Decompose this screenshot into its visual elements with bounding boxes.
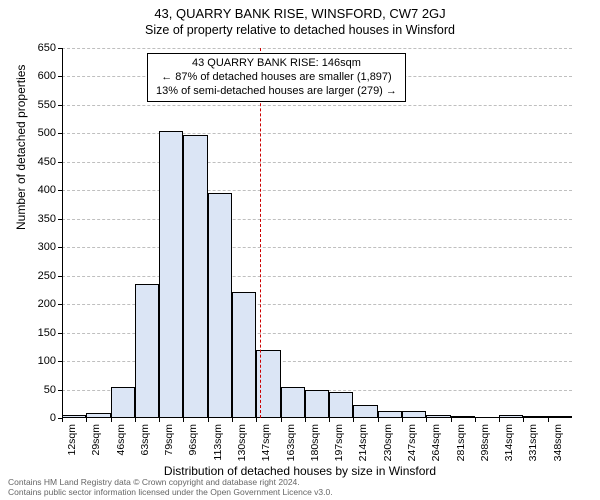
x-tick-mark xyxy=(402,418,403,422)
x-tick-mark xyxy=(353,418,354,422)
footer-attribution: Contains HM Land Registry data © Crown c… xyxy=(8,478,333,498)
x-tick-label: 314sqm xyxy=(503,424,515,461)
y-tick-label: 150 xyxy=(38,327,56,339)
histogram-bar xyxy=(208,193,232,418)
x-tick-label: 46sqm xyxy=(115,424,127,456)
x-tick-label: 247sqm xyxy=(406,424,418,461)
x-axis-label: Distribution of detached houses by size … xyxy=(0,464,600,478)
x-tick-mark xyxy=(378,418,379,422)
x-tick-label: 147sqm xyxy=(260,424,272,461)
annotation-line-3: 13% of semi-detached houses are larger (… xyxy=(156,85,397,99)
x-tick-label: 281sqm xyxy=(455,424,467,461)
y-tick-label: 450 xyxy=(38,156,56,168)
x-tick-label: 230sqm xyxy=(382,424,394,461)
x-tick-label: 264sqm xyxy=(430,424,442,461)
y-tick-label: 0 xyxy=(50,412,56,424)
y-tick-mark xyxy=(58,219,62,220)
y-tick-mark xyxy=(58,247,62,248)
x-tick-label: 63sqm xyxy=(139,424,151,456)
y-tick-mark xyxy=(58,162,62,163)
x-tick-label: 130sqm xyxy=(236,424,248,461)
x-tick-mark xyxy=(451,418,452,422)
y-tick-label: 50 xyxy=(44,384,56,396)
y-tick-label: 350 xyxy=(38,213,56,225)
annotation-line-2: ← 87% of detached houses are smaller (1,… xyxy=(156,71,397,85)
histogram-bar xyxy=(135,284,159,418)
x-tick-label: 331sqm xyxy=(527,424,539,461)
x-tick-mark xyxy=(329,418,330,422)
histogram-bar xyxy=(159,131,183,418)
x-tick-label: 180sqm xyxy=(309,424,321,461)
x-tick-mark xyxy=(475,418,476,422)
y-tick-label: 250 xyxy=(38,270,56,282)
y-tick-mark xyxy=(58,48,62,49)
x-tick-mark xyxy=(548,418,549,422)
x-tick-mark xyxy=(232,418,233,422)
x-tick-label: 197sqm xyxy=(333,424,345,461)
annotation-line-1: 43 QUARRY BANK RISE: 146sqm xyxy=(156,57,397,71)
histogram-bar xyxy=(305,390,329,418)
x-tick-mark xyxy=(86,418,87,422)
x-tick-mark xyxy=(426,418,427,422)
x-tick-label: 214sqm xyxy=(357,424,369,461)
y-tick-mark xyxy=(58,76,62,77)
chart-subtitle: Size of property relative to detached ho… xyxy=(0,21,600,37)
x-tick-label: 298sqm xyxy=(479,424,491,461)
x-tick-mark xyxy=(256,418,257,422)
y-axis-line xyxy=(62,48,63,418)
x-tick-mark xyxy=(111,418,112,422)
y-tick-mark xyxy=(58,276,62,277)
y-tick-mark xyxy=(58,361,62,362)
y-tick-label: 400 xyxy=(38,184,56,196)
y-tick-mark xyxy=(58,304,62,305)
x-tick-mark xyxy=(499,418,500,422)
x-tick-label: 348sqm xyxy=(552,424,564,461)
x-tick-mark xyxy=(159,418,160,422)
y-tick-mark xyxy=(58,333,62,334)
x-tick-label: 96sqm xyxy=(187,424,199,456)
y-tick-mark xyxy=(58,133,62,134)
reference-line xyxy=(260,48,261,418)
x-tick-label: 79sqm xyxy=(163,424,175,456)
y-tick-label: 100 xyxy=(38,355,56,367)
x-tick-mark xyxy=(208,418,209,422)
x-tick-label: 163sqm xyxy=(285,424,297,461)
x-tick-mark xyxy=(305,418,306,422)
x-tick-mark xyxy=(135,418,136,422)
histogram-bar xyxy=(232,292,256,418)
y-tick-label: 500 xyxy=(38,127,56,139)
y-tick-mark xyxy=(58,390,62,391)
histogram-bar xyxy=(329,392,353,418)
y-tick-label: 550 xyxy=(38,99,56,111)
y-tick-label: 300 xyxy=(38,241,56,253)
x-tick-label: 113sqm xyxy=(212,424,224,461)
y-axis-label: Number of detached properties xyxy=(14,65,28,230)
y-tick-mark xyxy=(58,105,62,106)
x-tick-label: 29sqm xyxy=(90,424,102,456)
y-tick-label: 600 xyxy=(38,70,56,82)
y-tick-label: 200 xyxy=(38,298,56,310)
plot-area: 43 QUARRY BANK RISE: 146sqm ← 87% of det… xyxy=(62,48,572,418)
histogram-bar xyxy=(111,387,135,418)
y-tick-label: 650 xyxy=(38,42,56,54)
x-tick-mark xyxy=(183,418,184,422)
footer-line-2: Contains public sector information licen… xyxy=(8,488,333,498)
histogram-bar xyxy=(281,387,305,418)
annotation-box: 43 QUARRY BANK RISE: 146sqm ← 87% of det… xyxy=(147,53,406,102)
x-tick-label: 12sqm xyxy=(66,424,78,456)
x-axis-line xyxy=(62,417,572,418)
y-tick-mark xyxy=(58,190,62,191)
x-tick-mark xyxy=(62,418,63,422)
histogram-bar xyxy=(183,135,207,418)
x-tick-mark xyxy=(281,418,282,422)
chart-title: 43, QUARRY BANK RISE, WINSFORD, CW7 2GJ xyxy=(0,0,600,21)
x-tick-mark xyxy=(523,418,524,422)
